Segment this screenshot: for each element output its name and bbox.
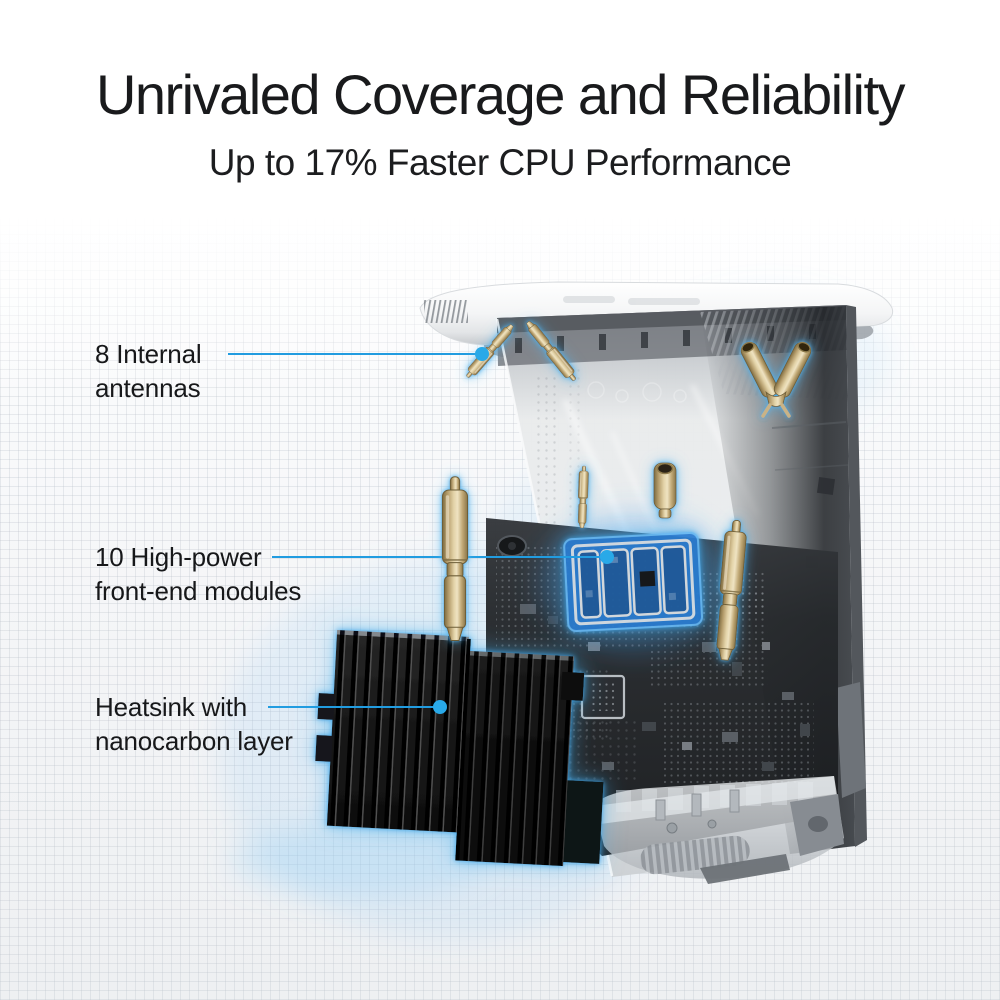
leader-dot-modules [600, 550, 614, 564]
base-standoffs [655, 789, 740, 821]
cpu-chip [580, 674, 626, 720]
base-foot [700, 854, 790, 884]
callout-heatsink: Heatsink with nanocarbon layer [95, 690, 293, 758]
leader-dot-heatsink [433, 700, 447, 714]
page-subtitle: Up to 17% Faster CPU Performance [208, 142, 792, 183]
callout-front-end-modules: 10 High-power front-end modules [95, 540, 301, 608]
lid-embossed-logo [563, 296, 700, 305]
callout-line: front-end modules [95, 576, 302, 606]
callout-line: Heatsink with [95, 692, 248, 722]
chassis-bubbles [587, 381, 687, 403]
leader-dot-antennas [475, 347, 489, 361]
antenna-pin-tall-left [441, 476, 469, 642]
leader-lines [228, 353, 607, 708]
antenna-pin-hollow [653, 462, 677, 519]
callout-line: 8 Internal [95, 339, 202, 369]
callout-line: nanocarbon layer [95, 726, 293, 756]
callout-internal-antennas: 8 Internal antennas [95, 337, 202, 405]
chassis-side-wall [846, 305, 867, 847]
page-title: Unrivaled Coverage and Reliability [95, 63, 906, 126]
heatsink [315, 629, 604, 867]
leader-dots [433, 347, 614, 714]
callout-line: 10 High-power [95, 542, 262, 572]
internal-antennas [441, 318, 812, 662]
callout-line: antennas [95, 373, 201, 403]
base [594, 776, 844, 884]
cover-left-grille [424, 300, 468, 323]
front-end-modules [563, 531, 704, 633]
antenna-v-pair [740, 341, 812, 418]
